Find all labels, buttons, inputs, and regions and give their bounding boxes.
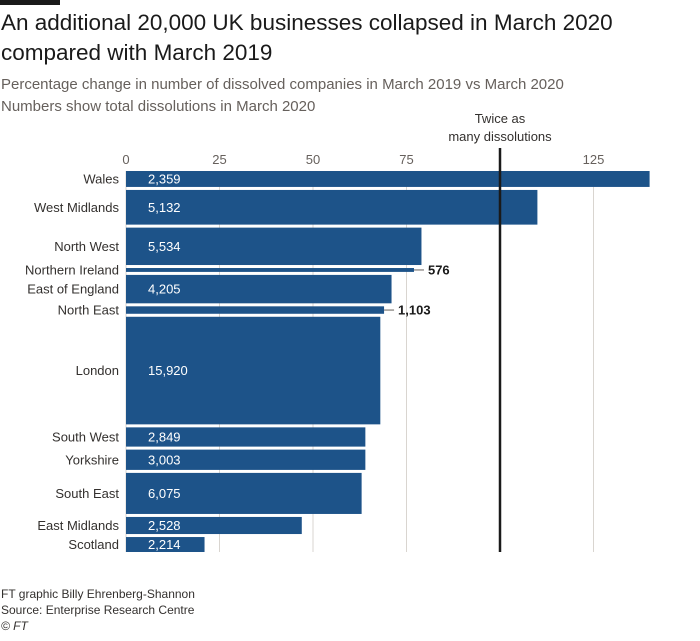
footer-source: Source: Enterprise Research Centre <box>1 603 195 617</box>
category-label-wales: Wales <box>83 171 119 186</box>
bar-wales <box>126 171 650 187</box>
subtitle-line-1: Percentage change in number of dissolved… <box>1 76 564 93</box>
bar-south-west <box>126 427 366 447</box>
value-label-east-of-england: 4,205 <box>148 282 181 297</box>
chart-subtitle: Percentage change in number of dissolved… <box>1 74 691 118</box>
category-label-yorkshire: Yorkshire <box>65 452 119 467</box>
category-label-south-west: South West <box>52 429 119 444</box>
subtitle-line-2: Numbers show total dissolutions in March… <box>1 98 316 115</box>
footer-credit: FT graphic Billy Ehrenberg-Shannon <box>1 587 195 601</box>
label-layer: Wales 2,359 West Midlands 5,132 North West 5,… <box>25 171 450 552</box>
chart-title: An additional 20,000 UK businesses colla… <box>1 10 613 65</box>
bar-west-midlands <box>126 189 538 225</box>
category-label-london: London <box>76 363 119 378</box>
category-label-south-east: South East <box>55 486 119 501</box>
bar-yorkshire <box>126 449 366 470</box>
bar-london <box>126 316 381 425</box>
bar-east-midlands <box>126 516 302 535</box>
x-tick-label-50: 50 <box>306 152 320 167</box>
value-label-north-west: 5,534 <box>148 239 181 254</box>
value-label-northern-ireland: 576 <box>428 262 450 277</box>
value-label-south-west: 2,849 <box>148 429 181 444</box>
category-label-north-east: North East <box>58 303 120 318</box>
value-label-scotland: 2,214 <box>148 537 181 552</box>
category-label-west-midlands: West Midlands <box>34 200 120 215</box>
bar-north-west <box>126 227 422 266</box>
bar-north-east <box>126 306 385 314</box>
category-label-north-west: North West <box>54 239 119 254</box>
footer-copyright: © FT <box>1 619 28 633</box>
bar-east-of-england <box>126 274 392 304</box>
category-label-scotland: Scotland <box>68 537 119 552</box>
x-tick-label-125: 125 <box>583 152 605 167</box>
value-label-west-midlands: 5,132 <box>148 200 181 215</box>
value-label-north-east: 1,103 <box>398 303 431 318</box>
value-label-london: 15,920 <box>148 363 188 378</box>
x-tick-label-0: 0 <box>122 152 129 167</box>
top-accent-bar <box>0 0 60 5</box>
value-label-south-east: 6,075 <box>148 486 181 501</box>
value-label-yorkshire: 3,003 <box>148 452 181 467</box>
value-label-wales: 2,359 <box>148 171 181 186</box>
bar-scotland <box>126 537 205 552</box>
x-tick-label-25: 25 <box>212 152 226 167</box>
bar-northern-ireland <box>126 268 414 272</box>
annotation-layer: Twice as many dissolutions <box>448 111 552 552</box>
category-label-east-midlands: East Midlands <box>37 518 119 533</box>
category-label-east-of-england: East of England <box>27 282 119 297</box>
x-tick-label-75: 75 <box>399 152 413 167</box>
bar-south-east <box>126 472 362 514</box>
footer: FT graphic Billy Ehrenberg-Shannon Sourc… <box>1 586 195 634</box>
value-label-east-midlands: 2,528 <box>148 518 181 533</box>
annotation-line-2: many dissolutions <box>448 129 552 144</box>
bar-layer <box>126 171 650 552</box>
category-label-northern-ireland: Northern Ireland <box>25 262 119 277</box>
annotation-line-1: Twice as <box>475 111 526 126</box>
